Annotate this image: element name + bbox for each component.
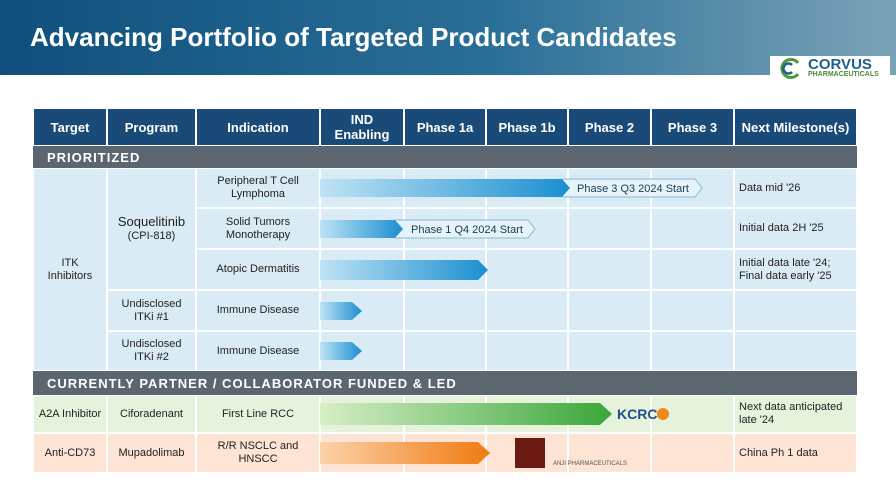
- arrow-label: Phase 1 Q4 2024 Start: [411, 224, 523, 236]
- cell: Solid Tumors Monotherapy: [196, 208, 320, 249]
- partner-name: ANJI PHARMACEUTICALS: [553, 461, 627, 467]
- cell: Data mid '26: [734, 168, 857, 208]
- cell: Next data anticipated late '24: [734, 395, 857, 433]
- cell: First Line RCC: [196, 395, 320, 433]
- empty-cell: [651, 433, 734, 473]
- cell: Undisclosed ITKi #1: [107, 290, 196, 331]
- cell: Phase 1b: [486, 108, 568, 146]
- empty-cell: [486, 331, 568, 371]
- section-band: CURRENTLY PARTNER / COLLABORATOR FUNDED …: [33, 371, 857, 395]
- cell: Indication: [196, 108, 320, 146]
- cell: Phase 3: [651, 108, 734, 146]
- cell: ITK Inhibitors: [33, 168, 107, 371]
- empty-cell: [404, 290, 486, 331]
- cell: Immune Disease: [196, 331, 320, 371]
- cell: Peripheral T Cell Lymphoma: [196, 168, 320, 208]
- cell: Target: [33, 108, 107, 146]
- arrow-label: Phase 3 Q3 2024 Start: [577, 183, 689, 195]
- title: Advancing Portfolio of Targeted Product …: [30, 22, 677, 52]
- empty-cell: [651, 249, 734, 290]
- empty-cell: [734, 290, 857, 331]
- partner-logo: [515, 438, 545, 468]
- cell: Phase 1a: [404, 108, 486, 146]
- empty-cell: [568, 433, 651, 473]
- empty-cell: [568, 290, 651, 331]
- cell: A2A Inhibitor: [33, 395, 107, 433]
- arrow: [320, 260, 488, 280]
- cell: Immune Disease: [196, 290, 320, 331]
- empty-cell: [651, 208, 734, 249]
- cell: Anti-CD73: [33, 433, 107, 473]
- cell: Mupadolimab: [107, 433, 196, 473]
- logo-name: CORVUS: [808, 56, 872, 73]
- cell: IND Enabling: [320, 108, 404, 146]
- empty-cell: [486, 290, 568, 331]
- empty-cell: [651, 290, 734, 331]
- empty-cell: [404, 331, 486, 371]
- partner-name: KCRC: [617, 406, 657, 422]
- empty-cell: [568, 331, 651, 371]
- cell: Initial data late '24; Final data early …: [734, 249, 857, 290]
- arrow: [320, 302, 362, 320]
- cell: Ciforadenant: [107, 395, 196, 433]
- section-band: PRIORITIZED: [33, 146, 857, 168]
- program-name: Soquelitinib: [117, 214, 186, 229]
- arrow: [320, 220, 403, 238]
- arrow: [320, 403, 612, 425]
- program-cell: Soquelitinib (CPI-818): [107, 168, 196, 290]
- cell: Phase 2: [568, 108, 651, 146]
- cell: R/R NSCLC and HNSCC: [196, 433, 320, 473]
- logo: CORVUS PHARMACEUTICALS: [770, 56, 890, 80]
- cell: China Ph 1 data: [734, 433, 857, 473]
- empty-cell: [568, 208, 651, 249]
- empty-cell: [486, 249, 568, 290]
- cell: Program: [107, 108, 196, 146]
- logo-tagline: PHARMACEUTICALS: [808, 71, 879, 78]
- cell: Next Milestone(s): [734, 108, 857, 146]
- cell: Initial data 2H '25: [734, 208, 857, 249]
- empty-cell: [734, 331, 857, 371]
- kcrc-dot: [657, 408, 669, 420]
- cell: Undisclosed ITKi #2: [107, 331, 196, 371]
- header-band: [0, 0, 896, 75]
- empty-cell: [651, 331, 734, 371]
- program-code: (CPI-818): [127, 230, 176, 242]
- cell: Atopic Dermatitis: [196, 249, 320, 290]
- arrow: [320, 442, 490, 464]
- empty-cell: [568, 249, 651, 290]
- logo-mark: [780, 58, 800, 79]
- arrow: [320, 179, 570, 197]
- arrow: [320, 342, 362, 360]
